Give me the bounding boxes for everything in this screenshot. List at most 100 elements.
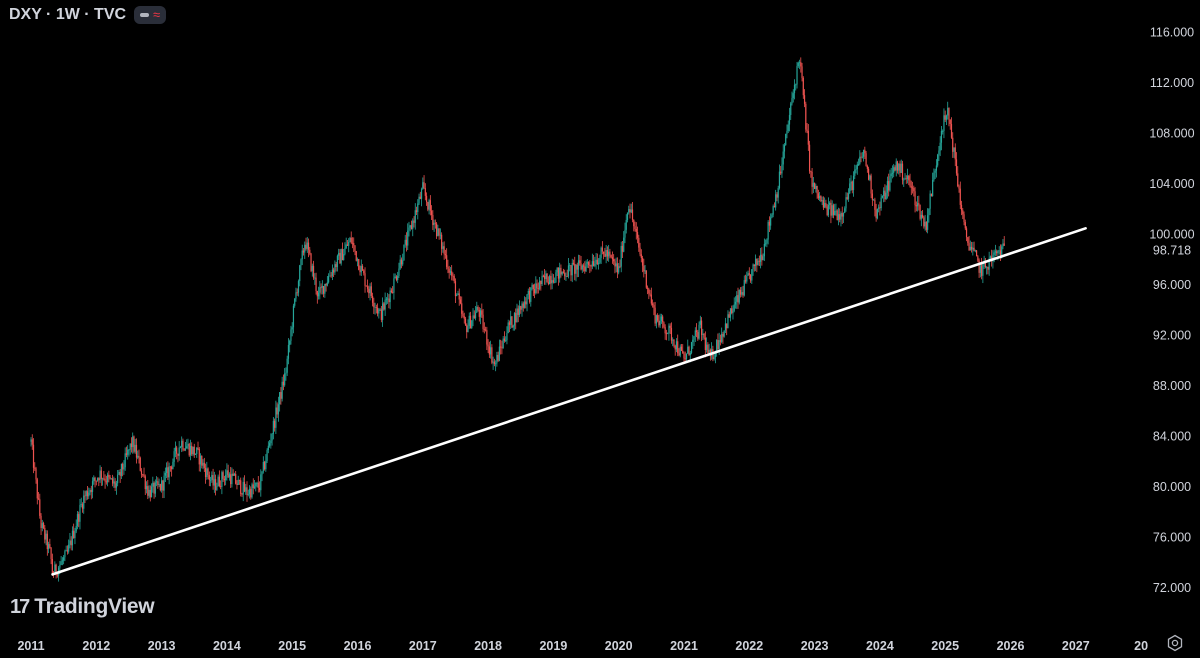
candle [890,167,892,183]
candle-body [387,298,389,300]
candle [739,287,742,298]
candle-body [908,175,910,181]
candle [832,203,835,219]
candle-body [978,260,980,273]
symbol-label[interactable]: DXY · 1W · TVC [9,6,127,23]
candle [840,211,842,227]
candle [263,460,266,471]
candle-body [135,444,138,458]
time-axis[interactable]: 2011 2012 2013 2014 2015 2016 2017 2018 2019 2020… [17,639,1148,653]
candle-body [241,493,243,495]
candle-body [444,254,447,256]
candle [208,471,210,487]
candle [326,276,328,287]
candle-body [338,252,340,256]
candle [369,283,371,301]
candle [110,478,112,480]
candle-body [452,275,454,277]
candle [118,469,120,475]
candle-body [454,281,457,297]
candle [644,264,646,274]
candle-body [854,169,856,176]
candle-body [364,273,366,286]
candle [964,219,966,231]
indicator-pill[interactable]: ≈ [134,6,167,24]
candle-body [973,247,975,252]
candle-body [448,268,450,273]
candle [330,272,332,278]
candle [645,270,647,290]
candle [694,327,696,342]
candle [315,272,317,295]
candle [870,173,872,199]
candle [880,194,882,211]
settings-icon[interactable] [1166,634,1184,652]
candle-body [601,247,603,252]
candle-body [923,217,925,227]
candle-body [122,463,124,470]
candle-body [810,171,812,173]
candle [355,250,357,262]
candle-body [89,489,91,493]
candle [81,502,84,513]
candle [528,287,531,304]
candle [135,438,138,464]
candle-body [670,327,673,341]
candle [47,541,50,554]
candle-body [662,316,664,323]
candle [630,203,632,214]
candle [899,160,901,177]
candle [793,79,796,100]
x-tick-label: 20 [1134,639,1148,653]
candle [506,326,508,345]
candle-body [40,515,42,529]
candle-body [130,443,133,448]
candle-body [414,210,416,223]
candle [672,337,674,347]
candle-body [808,144,811,172]
trendline-layer[interactable] [51,227,1087,576]
candle [732,305,734,320]
candle-body [407,230,409,246]
candle [492,356,494,370]
candle [579,254,581,266]
candle [643,258,645,278]
candle-body [678,353,680,356]
candle [483,322,485,334]
candle [145,481,148,494]
candle [776,192,778,202]
candle [582,263,585,272]
candle [360,259,362,276]
candle-body [375,306,377,308]
price-axis[interactable]: 116.000112.000108.000104.000100.00096.00… [1141,25,1200,595]
candle [149,485,151,502]
candle [615,257,617,273]
candle [722,331,724,344]
candle [609,248,611,259]
candle [409,224,411,232]
candle-body [565,276,567,277]
candle-body [369,286,371,294]
support-trendline[interactable] [51,227,1087,576]
candle [182,438,184,452]
candle [124,447,126,471]
candle [950,117,953,139]
candle-body [525,301,527,305]
candle [827,197,830,218]
candle-body [46,533,48,550]
candle-body [927,215,929,230]
candle-body [751,269,753,281]
candle [448,265,450,279]
candle [909,173,911,188]
candle [356,257,359,267]
candle-body [359,269,361,273]
candle-body [267,445,269,451]
candle [270,433,272,449]
candle-body [397,275,399,281]
candle-body [404,239,406,245]
candle-body [689,352,691,355]
candle-body [830,202,832,216]
candle-body [99,470,101,481]
candle [307,238,310,258]
